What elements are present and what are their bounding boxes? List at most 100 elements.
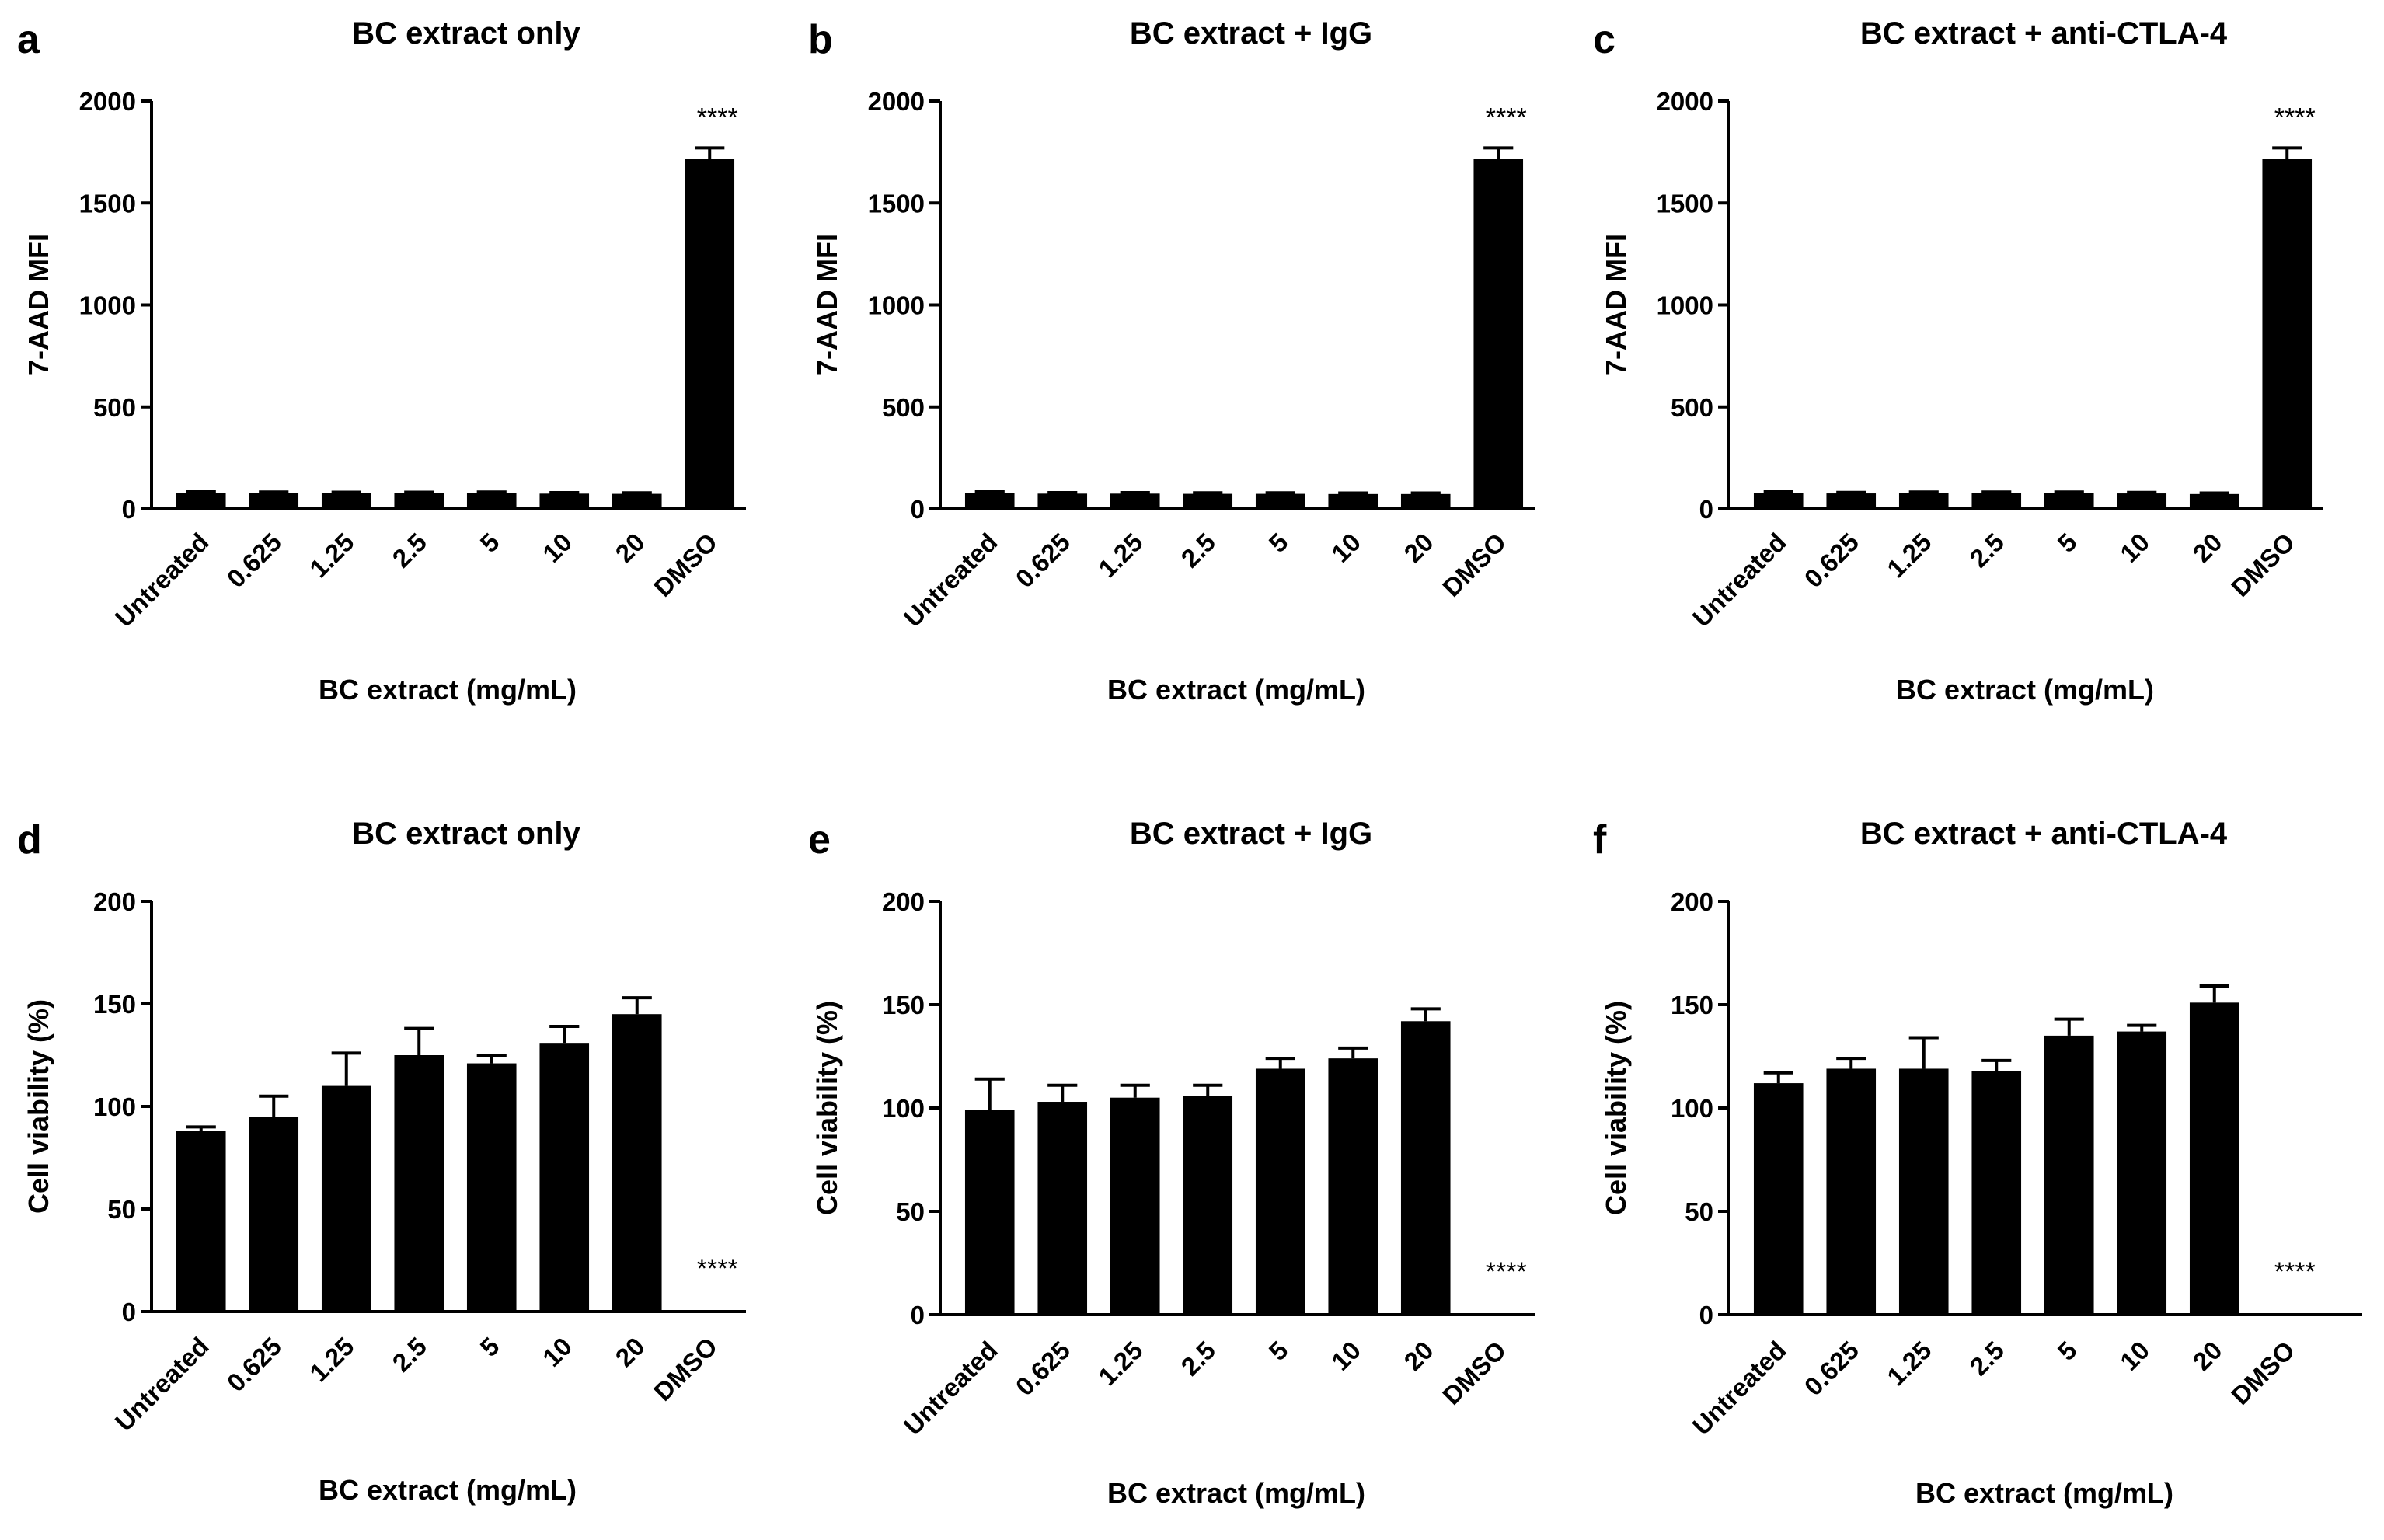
error-bar-5 [2127, 1023, 2157, 1032]
bar-0 [1753, 493, 1804, 509]
error-bar-4 [2054, 1017, 2084, 1036]
x-tick-label: 0.625 [1010, 528, 1076, 594]
x-tick-label: 2.5 [1964, 1336, 2010, 1381]
bar-3 [394, 1055, 444, 1312]
error-bar-1 [1047, 1083, 1078, 1103]
chart-title: BC extract + IgG [1130, 16, 1372, 51]
x-tick-label: 5 [2052, 1336, 2083, 1366]
bar-2 [1898, 493, 1949, 509]
bar-1 [1037, 1102, 1088, 1315]
bar-7 [1473, 159, 1524, 509]
x-tick-label: 10 [1326, 528, 1366, 568]
x-tick-label: 1.25 [1093, 1336, 1148, 1392]
panel-b: b BC extract + IgG 0 500 1000 1500 2000 7-AAD M… [808, 16, 1535, 706]
x-tick-label: DMSO [2225, 1336, 2300, 1410]
x-tick-label: Untreated [898, 528, 1003, 632]
y-tick-label: 1000 [1657, 291, 1713, 320]
y-tick-label: 0 [122, 1298, 136, 1326]
y-tick-label: 1500 [1657, 189, 1713, 218]
error-bar-2 [1908, 1036, 1939, 1069]
significance-label: **** [1486, 1257, 1527, 1287]
x-tick-label: 1.25 [1881, 528, 1937, 584]
y-tick-label: 150 [882, 991, 925, 1019]
y-tick-label: 0 [911, 1301, 925, 1329]
bar-2 [321, 493, 371, 509]
x-tick-label: 0.625 [1799, 1336, 1865, 1402]
error-bar-3 [1193, 1083, 1223, 1096]
panel-d: d BC extract only 0 50 100 150 200 Cell viabili… [17, 817, 746, 1506]
error-bar-6 [2199, 491, 2229, 495]
bar-6 [612, 1014, 662, 1312]
error-bar-3 [1981, 490, 2012, 494]
x-axis-label: BC extract (mg/mL) [319, 674, 577, 706]
bar-5 [2117, 1031, 2167, 1315]
bar-2 [1110, 493, 1160, 509]
panel-letter: b [808, 17, 833, 62]
bar-2 [1110, 1097, 1160, 1315]
bar-4 [2044, 493, 2094, 509]
panel-f: f BC extract + anti-CTLA-4 0 50 100 150 200 Cel… [1593, 817, 2362, 1509]
x-tick-label: 10 [537, 1332, 577, 1372]
x-axis-label: BC extract (mg/mL) [1896, 674, 2154, 706]
y-tick-label: 0 [911, 495, 925, 524]
bar-6 [1400, 1021, 1451, 1315]
x-tick-label: Untreated [110, 1332, 214, 1437]
x-tick-label: 5 [475, 528, 505, 558]
y-tick-label: 100 [1671, 1094, 1713, 1123]
y-tick-label: 200 [93, 887, 136, 916]
x-tick-label: 5 [1263, 1336, 1294, 1366]
bar-7 [2262, 159, 2313, 509]
x-tick-label: 5 [1263, 528, 1294, 558]
bar-2 [1898, 1068, 1949, 1315]
y-tick-label: 150 [93, 990, 136, 1019]
error-bar-0 [974, 1077, 1005, 1110]
y-tick-label: 500 [93, 393, 136, 422]
y-tick-label: 200 [882, 887, 925, 916]
y-tick-label: 1500 [868, 189, 925, 218]
y-tick-label: 2000 [1657, 87, 1713, 116]
bar-5 [2117, 493, 2167, 509]
error-bar-4 [2054, 490, 2084, 494]
chart-title: BC extract only [352, 817, 580, 851]
error-bar-3 [1981, 1058, 2012, 1071]
x-tick-label: 0.625 [221, 528, 288, 594]
x-tick-label: Untreated [1687, 1336, 1792, 1441]
x-tick-label: 1.25 [304, 1332, 360, 1388]
bar-6 [1400, 493, 1451, 509]
significance-label: **** [697, 1254, 738, 1284]
y-tick-label: 500 [882, 393, 925, 422]
error-bar-0 [186, 490, 216, 493]
error-bar-0 [186, 1125, 216, 1131]
error-bar-6 [1410, 1007, 1441, 1022]
x-tick-label: Untreated [1687, 528, 1792, 632]
x-tick-label: 1.25 [304, 528, 360, 584]
x-axis-label: BC extract (mg/mL) [1107, 674, 1365, 706]
y-tick-label: 2000 [868, 87, 925, 116]
x-tick-label: 20 [1399, 1336, 1439, 1376]
bar-0 [176, 1131, 226, 1312]
x-tick-label: Untreated [110, 528, 214, 632]
error-bar-5 [1338, 491, 1368, 495]
x-tick-label: DMSO [1437, 1336, 1511, 1410]
chart-title: BC extract only [352, 16, 580, 51]
bar-3 [1971, 1071, 2022, 1315]
error-bar-6 [622, 996, 652, 1015]
error-bar-1 [259, 1094, 289, 1117]
error-bar-1 [259, 490, 289, 494]
error-bar-5 [549, 1025, 580, 1044]
x-tick-label: 2.5 [1176, 528, 1222, 573]
error-bar-4 [476, 490, 507, 494]
x-tick-label: DMSO [2225, 528, 2300, 602]
error-bar-4 [1265, 1057, 1295, 1069]
error-bar-3 [404, 490, 434, 494]
y-tick-label: 1000 [868, 291, 925, 320]
bar-6 [2189, 1002, 2239, 1315]
x-tick-label: DMSO [648, 1332, 723, 1406]
error-bar-6 [2199, 984, 2229, 1003]
bar-4 [466, 1063, 517, 1312]
x-tick-label: 10 [537, 528, 577, 568]
error-bar-0 [1763, 490, 1793, 493]
bar-4 [466, 493, 517, 509]
chart-title: BC extract + IgG [1130, 817, 1372, 851]
bar-4 [1255, 493, 1305, 509]
